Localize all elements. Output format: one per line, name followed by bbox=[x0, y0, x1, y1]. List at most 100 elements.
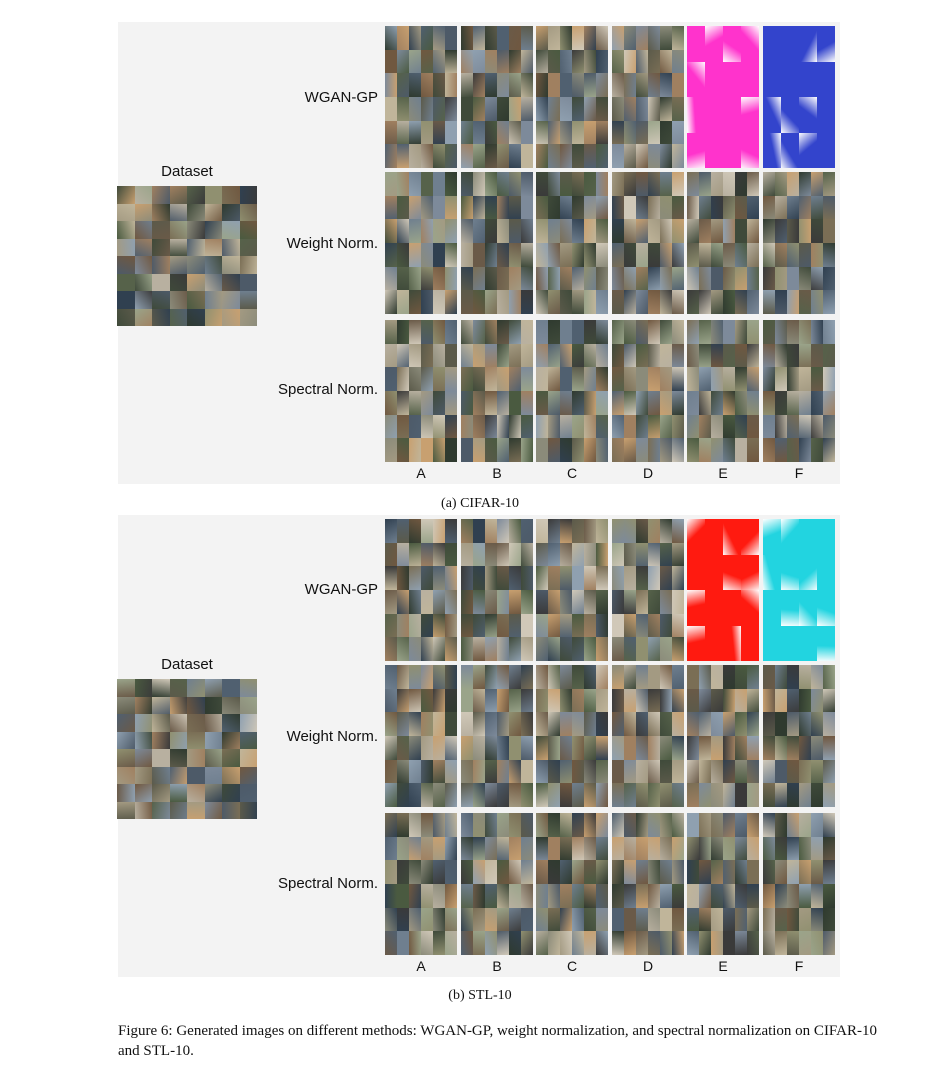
sample-image-thumbnail bbox=[536, 367, 548, 392]
sample-image-thumbnail bbox=[433, 884, 445, 908]
sample-image-thumbnail bbox=[648, 97, 660, 121]
sample-image-thumbnail bbox=[497, 367, 509, 392]
sample-image-thumbnail bbox=[461, 907, 473, 932]
sample-image-thumbnail bbox=[409, 566, 421, 591]
sample-image-thumbnail bbox=[711, 320, 723, 344]
sample-image-thumbnail bbox=[672, 813, 684, 837]
sample-image-thumbnail bbox=[711, 243, 723, 267]
sample-image-thumbnail bbox=[823, 290, 835, 314]
sample-image-thumbnail bbox=[521, 566, 533, 591]
sample-image-thumbnail bbox=[397, 219, 409, 244]
sample-image-thumbnail bbox=[385, 243, 397, 267]
sample-image-thumbnail bbox=[521, 414, 533, 439]
sample-image-thumbnail bbox=[572, 172, 584, 196]
sample-image-thumbnail bbox=[723, 61, 741, 98]
sample-image-thumbnail bbox=[409, 590, 421, 614]
sample-image-thumbnail bbox=[409, 120, 421, 145]
sample-image-thumbnail bbox=[560, 414, 572, 439]
sample-tile-row2-col-c bbox=[536, 172, 608, 314]
sample-image-thumbnail bbox=[711, 391, 723, 415]
sample-image-thumbnail bbox=[711, 290, 723, 314]
sample-image-thumbnail bbox=[672, 860, 684, 885]
sample-image-thumbnail bbox=[572, 813, 584, 837]
sample-image-thumbnail bbox=[485, 243, 497, 267]
sample-image-thumbnail bbox=[636, 688, 648, 713]
sample-image-thumbnail bbox=[660, 73, 672, 98]
sample-image-thumbnail bbox=[572, 97, 584, 121]
sample-image-thumbnail bbox=[763, 783, 775, 807]
sample-image-thumbnail bbox=[117, 714, 135, 732]
sample-image-thumbnail bbox=[660, 931, 672, 955]
sample-image-thumbnail bbox=[509, 320, 521, 344]
sample-image-thumbnail bbox=[660, 783, 672, 807]
sample-image-thumbnail bbox=[385, 813, 397, 837]
sample-image-thumbnail bbox=[204, 308, 223, 326]
sample-image-thumbnail bbox=[485, 566, 497, 591]
sample-image-thumbnail bbox=[485, 736, 497, 760]
sample-image-thumbnail bbox=[747, 320, 759, 344]
sample-image-thumbnail bbox=[385, 97, 397, 121]
sample-image-thumbnail bbox=[699, 219, 711, 244]
sample-image-thumbnail bbox=[497, 884, 509, 908]
sample-image-thumbnail bbox=[660, 884, 672, 908]
sample-image-thumbnail bbox=[636, 613, 648, 638]
sample-image-thumbnail bbox=[705, 519, 723, 555]
sample-image-thumbnail bbox=[536, 931, 548, 955]
sample-image-thumbnail bbox=[584, 688, 596, 713]
sample-image-thumbnail bbox=[204, 238, 223, 257]
sample-image-thumbnail bbox=[672, 172, 684, 196]
sample-image-thumbnail bbox=[169, 256, 188, 274]
sample-image-thumbnail bbox=[612, 290, 624, 314]
sample-image-thumbnail bbox=[823, 243, 835, 267]
sample-image-thumbnail bbox=[509, 49, 521, 74]
sample-image-thumbnail bbox=[239, 766, 257, 785]
sample-image-thumbnail bbox=[735, 712, 747, 737]
sample-image-thumbnail bbox=[433, 26, 445, 50]
sample-image-thumbnail bbox=[421, 26, 433, 50]
sample-image-thumbnail bbox=[509, 907, 521, 932]
sample-image-thumbnail bbox=[699, 884, 711, 908]
sample-image-thumbnail bbox=[117, 696, 135, 715]
sample-image-thumbnail bbox=[239, 308, 257, 326]
sample-image-thumbnail bbox=[747, 391, 759, 415]
sample-image-thumbnail bbox=[687, 554, 705, 591]
sample-image-thumbnail bbox=[648, 542, 660, 567]
sample-image-thumbnail bbox=[560, 49, 572, 74]
sample-image-thumbnail bbox=[787, 907, 799, 932]
sample-image-thumbnail bbox=[787, 290, 799, 314]
sample-image-thumbnail bbox=[421, 759, 433, 784]
sample-image-thumbnail bbox=[781, 132, 799, 168]
sample-image-thumbnail bbox=[445, 688, 457, 713]
sample-image-thumbnail bbox=[584, 144, 596, 168]
sample-image-thumbnail bbox=[473, 860, 485, 885]
sample-image-thumbnail bbox=[397, 783, 409, 807]
sample-image-thumbnail bbox=[421, 860, 433, 885]
sample-image-thumbnail bbox=[204, 766, 223, 785]
sample-image-thumbnail bbox=[421, 97, 433, 121]
sample-image-thumbnail bbox=[385, 172, 397, 196]
sample-image-thumbnail bbox=[421, 367, 433, 392]
sample-image-thumbnail bbox=[660, 907, 672, 932]
sample-image-thumbnail bbox=[612, 243, 624, 267]
sample-image-thumbnail bbox=[660, 266, 672, 291]
sample-image-thumbnail bbox=[421, 665, 433, 689]
sample-image-thumbnail bbox=[445, 26, 457, 50]
sample-image-thumbnail bbox=[723, 26, 741, 62]
sample-image-thumbnail bbox=[421, 391, 433, 415]
sample-image-thumbnail bbox=[421, 613, 433, 638]
sample-image-thumbnail bbox=[204, 801, 223, 819]
sample-image-thumbnail bbox=[584, 590, 596, 614]
sample-image-thumbnail bbox=[473, 736, 485, 760]
sample-image-thumbnail bbox=[509, 688, 521, 713]
sample-image-thumbnail bbox=[409, 219, 421, 244]
cifar-row-label-weight-norm: Weight Norm. bbox=[286, 235, 378, 252]
sample-image-thumbnail bbox=[787, 391, 799, 415]
sample-image-thumbnail bbox=[612, 195, 624, 220]
sample-image-thumbnail bbox=[735, 367, 747, 392]
sample-image-thumbnail bbox=[763, 320, 775, 344]
sample-image-thumbnail bbox=[433, 712, 445, 737]
sample-image-thumbnail bbox=[421, 931, 433, 955]
sample-image-thumbnail bbox=[560, 637, 572, 661]
sample-image-thumbnail bbox=[687, 266, 699, 291]
sample-image-thumbnail bbox=[799, 813, 811, 837]
